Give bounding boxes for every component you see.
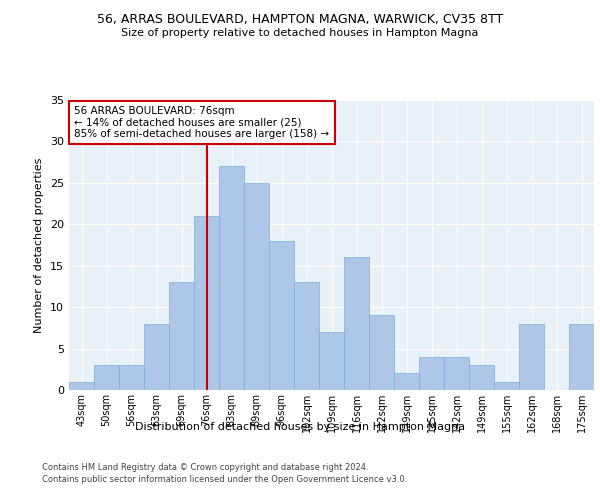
- Bar: [394, 374, 419, 390]
- Text: 56, ARRAS BOULEVARD, HAMPTON MAGNA, WARWICK, CV35 8TT: 56, ARRAS BOULEVARD, HAMPTON MAGNA, WARW…: [97, 12, 503, 26]
- Bar: [569, 324, 594, 390]
- Bar: [344, 258, 369, 390]
- Bar: [269, 241, 294, 390]
- Bar: [219, 166, 244, 390]
- Bar: [419, 357, 444, 390]
- Y-axis label: Number of detached properties: Number of detached properties: [34, 158, 44, 332]
- Bar: [119, 365, 144, 390]
- Bar: [244, 183, 269, 390]
- Bar: [94, 365, 119, 390]
- Bar: [519, 324, 544, 390]
- Bar: [319, 332, 344, 390]
- Bar: [444, 357, 469, 390]
- Bar: [169, 282, 194, 390]
- Text: 56 ARRAS BOULEVARD: 76sqm
← 14% of detached houses are smaller (25)
85% of semi-: 56 ARRAS BOULEVARD: 76sqm ← 14% of detac…: [74, 106, 329, 139]
- Bar: [144, 324, 169, 390]
- Text: Distribution of detached houses by size in Hampton Magna: Distribution of detached houses by size …: [135, 422, 465, 432]
- Bar: [69, 382, 94, 390]
- Bar: [469, 365, 494, 390]
- Bar: [194, 216, 219, 390]
- Bar: [494, 382, 519, 390]
- Bar: [294, 282, 319, 390]
- Text: Contains public sector information licensed under the Open Government Licence v3: Contains public sector information licen…: [42, 475, 407, 484]
- Bar: [369, 316, 394, 390]
- Text: Size of property relative to detached houses in Hampton Magna: Size of property relative to detached ho…: [121, 28, 479, 38]
- Text: Contains HM Land Registry data © Crown copyright and database right 2024.: Contains HM Land Registry data © Crown c…: [42, 462, 368, 471]
